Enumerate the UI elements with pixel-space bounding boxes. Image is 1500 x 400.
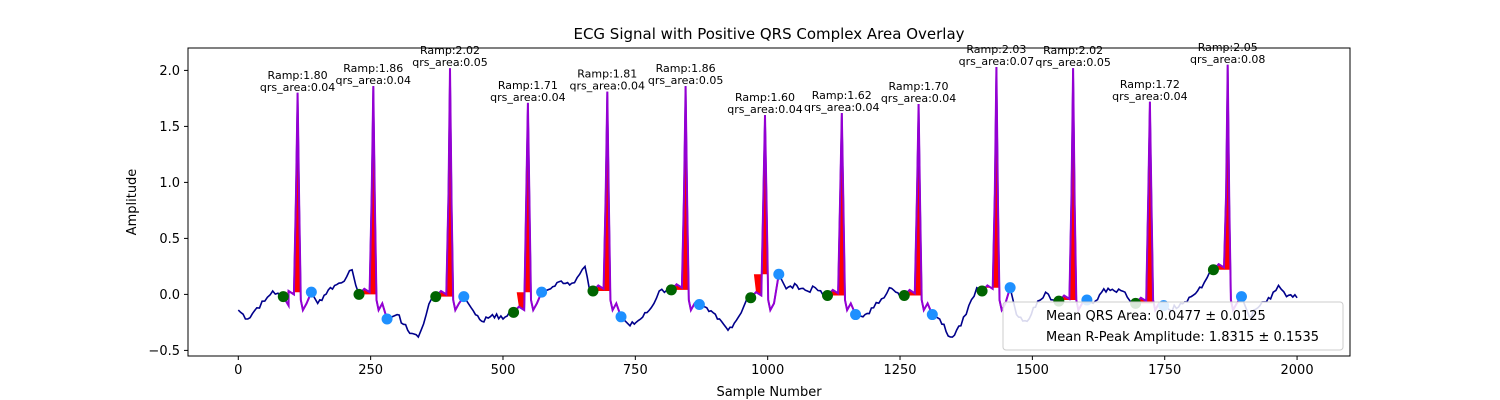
qrs-segment-3 — [435, 68, 465, 313]
plot-content: Ramp:1.80qrs_area:0.04Ramp:1.86qrs_area:… — [237, 41, 1298, 339]
qrs-area-label-9: qrs_area:0.04 — [881, 92, 956, 105]
x-tick-label-0: 0 — [234, 363, 242, 378]
x-tick-label-1250: 1250 — [883, 363, 916, 378]
qrs-area-label-8: qrs_area:0.04 — [804, 101, 879, 114]
x-tick-label-2000: 2000 — [1281, 363, 1314, 378]
s-point-marker-2 — [381, 313, 393, 325]
r-amp-label-11: Ramp:2.02 — [1043, 44, 1103, 57]
q-point-marker-13 — [1207, 264, 1219, 276]
plot-frame — [187, 47, 1351, 357]
legend-entry-qrs-area: Mean QRS Area: 0.0477 ± 0.0125 — [1046, 309, 1266, 324]
q-point-marker-5 — [587, 285, 599, 297]
s-point-marker-3 — [458, 291, 470, 303]
qrs-area-fill-3 — [438, 68, 453, 297]
s-point-marker-1 — [305, 286, 317, 298]
qrs-segment-2 — [358, 86, 388, 320]
qrs-segment-9 — [903, 103, 934, 315]
qrs-area-label-5: qrs_area:0.04 — [570, 80, 645, 93]
q-point-marker-4 — [508, 306, 520, 318]
r-amp-label-1: Ramp:1.80 — [268, 69, 328, 82]
r-amp-label-7: Ramp:1.60 — [735, 91, 795, 104]
x-tick-label-1500: 1500 — [1016, 363, 1049, 378]
x-axis: 0 250 500 750 1000 1250 1500 1750 2000 — [234, 356, 1314, 378]
qrs-area-label-3: qrs_area:0.05 — [412, 56, 487, 69]
qrs-area-label-13: qrs_area:0.08 — [1190, 53, 1265, 66]
s-point-marker-13 — [1235, 291, 1247, 303]
q-point-marker-9 — [898, 290, 910, 302]
s-point-marker-5 — [615, 311, 627, 323]
legend-box — [1002, 301, 1344, 351]
r-amp-label-12: Ramp:1.72 — [1120, 78, 1180, 91]
y-tick-label-0: −0.5 — [148, 344, 180, 359]
y-tick-label-4: 1.5 — [159, 120, 180, 135]
q-point-marker-8 — [821, 290, 833, 302]
r-amp-label-13: Ramp:2.05 — [1198, 41, 1258, 54]
chart-title: ECG Signal with Positive QRS Complex Are… — [573, 25, 964, 43]
qrs-area-label-11: qrs_area:0.05 — [1035, 56, 1110, 69]
qrs-area-fill-1 — [286, 92, 301, 295]
legend-entry-r-peak: Mean R-Peak Amplitude: 1.8315 ± 0.1535 — [1046, 330, 1319, 345]
qrs-segment-7 — [749, 115, 780, 313]
q-point-marker-7 — [745, 292, 757, 304]
r-amp-label-3: Ramp:2.02 — [420, 44, 480, 57]
qrs-area-label-1: qrs_area:0.04 — [260, 81, 335, 94]
r-amp-label-5: Ramp:1.81 — [577, 68, 637, 81]
y-axis-label: Amplitude — [125, 169, 140, 236]
r-amp-label-4: Ramp:1.71 — [498, 79, 558, 92]
y-axis: −0.5 0.0 0.5 1.0 1.5 2.0 — [148, 64, 188, 359]
qrs-area-label-2: qrs_area:0.04 — [336, 74, 411, 87]
q-point-marker-2 — [353, 288, 365, 300]
qrs-segment-6 — [670, 86, 700, 313]
y-tick-label-5: 2.0 — [159, 64, 180, 79]
x-tick-label-1750: 1750 — [1148, 363, 1181, 378]
x-tick-label-750: 750 — [623, 363, 648, 378]
qrs-area-label-4: qrs_area:0.04 — [490, 91, 565, 104]
qrs-area-label-10: qrs_area:0.07 — [959, 55, 1034, 68]
r-amp-label-2: Ramp:1.86 — [343, 62, 403, 75]
qrs-area-fill-2 — [362, 86, 376, 295]
qrs-segment-4 — [512, 102, 543, 313]
s-point-marker-8 — [850, 309, 862, 321]
q-point-marker-10 — [976, 285, 988, 297]
legend: Mean QRS Area: 0.0477 ± 0.0125 Mean R-Pe… — [1002, 301, 1344, 351]
y-tick-label-3: 1.0 — [159, 176, 180, 191]
y-tick-label-2: 0.5 — [159, 232, 180, 247]
qrs-area-fill-13 — [1216, 64, 1231, 270]
qrs-segment-8 — [826, 112, 857, 315]
s-point-marker-4 — [536, 286, 548, 298]
x-tick-label-1000: 1000 — [751, 363, 784, 378]
s-point-marker-9 — [926, 309, 938, 321]
qrs-area-fill-10 — [985, 67, 999, 289]
x-tick-label-500: 500 — [491, 363, 516, 378]
x-axis-label: Sample Number — [716, 385, 822, 400]
r-amp-label-10: Ramp:2.03 — [966, 43, 1026, 56]
qrs-area-label-7: qrs_area:0.04 — [727, 103, 802, 116]
qrs-area-label-12: qrs_area:0.04 — [1112, 90, 1187, 103]
s-point-marker-6 — [693, 298, 705, 310]
s-point-marker-7 — [773, 268, 785, 280]
qrs-area-fill-5 — [596, 91, 610, 291]
q-point-marker-3 — [430, 291, 442, 303]
s-point-marker-10 — [1004, 282, 1016, 294]
qrs-area-fill-11 — [1062, 68, 1076, 300]
r-amp-label-9: Ramp:1.70 — [889, 80, 949, 93]
x-tick-label-250: 250 — [358, 363, 383, 378]
q-point-marker-6 — [665, 284, 677, 296]
r-amp-label-6: Ramp:1.86 — [656, 62, 716, 75]
y-tick-label-1: 0.0 — [159, 288, 180, 303]
qrs-segment-5 — [592, 91, 622, 318]
qrs-area-label-6: qrs_area:0.05 — [648, 74, 723, 87]
q-point-marker-1 — [277, 291, 289, 303]
r-amp-label-8: Ramp:1.62 — [812, 89, 872, 102]
